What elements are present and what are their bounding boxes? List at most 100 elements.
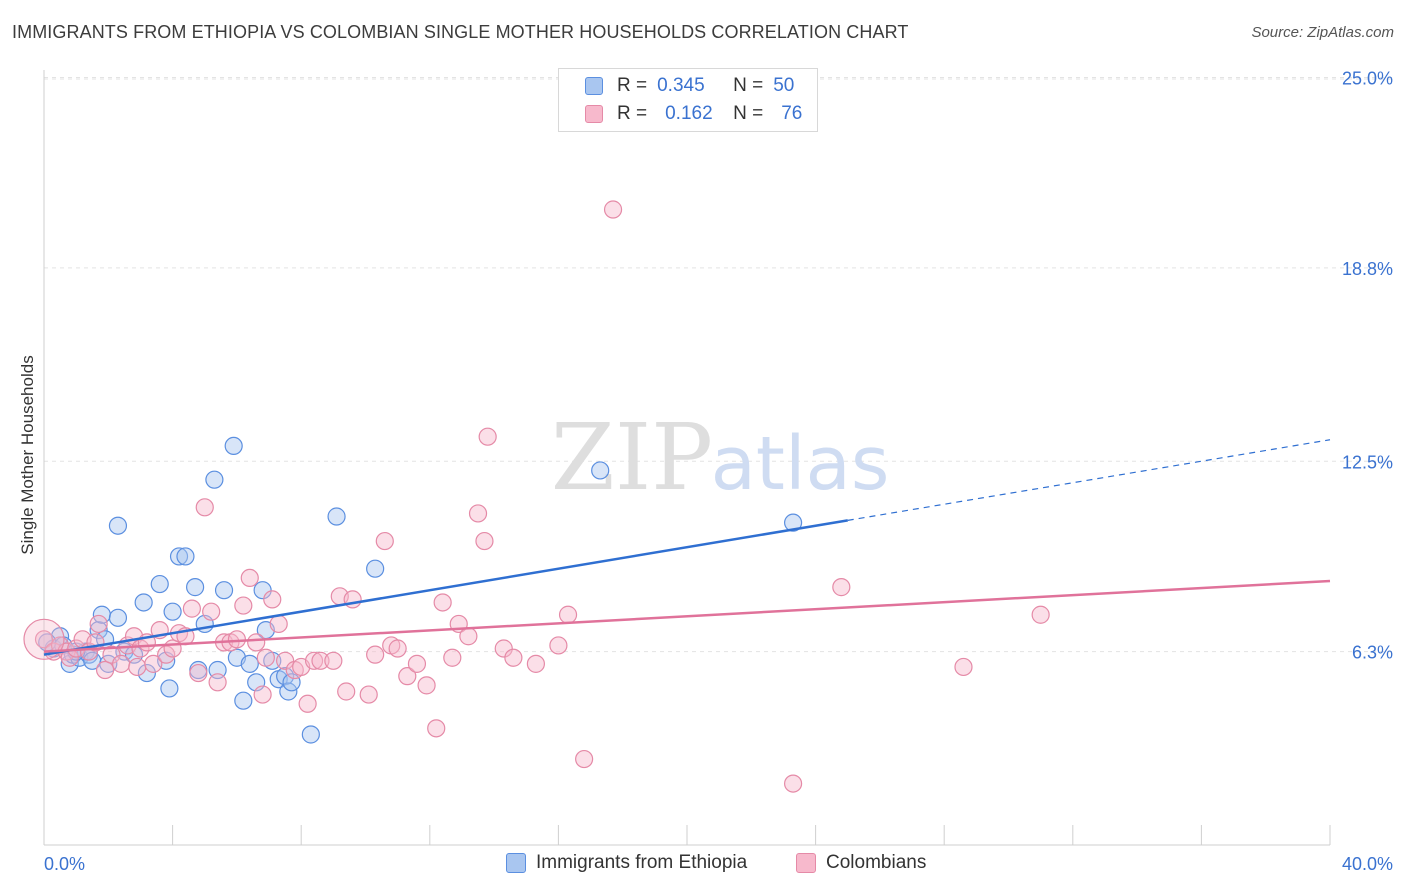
data-point-colombians [256,648,275,667]
data-point-colombians [227,630,246,649]
legend-swatch-blue [506,853,526,873]
data-point-colombians [34,630,54,649]
data-point-colombians [324,651,343,670]
data-point-colombians [276,651,295,670]
data-point-colombians [253,685,272,704]
legend-n-value: 50 [773,75,795,96]
data-point-colombians [1031,605,1050,624]
data-point-colombians [163,639,182,658]
data-point-colombians [398,667,417,686]
axes [43,70,1331,846]
data-point-ethiopia [327,507,346,526]
legend-n-value: 76 [781,103,803,124]
data-point-colombians [89,614,108,634]
x-tick-label: 0.0% [44,854,85,874]
data-point-colombians [494,639,513,658]
data-point-ethiopia [163,602,182,621]
data-point-ethiopia [205,470,224,489]
data-point-colombians [343,590,362,609]
data-point-colombians [558,605,578,624]
y-tick-label: 6.3% [1352,643,1393,663]
legend-row-ethiopia: R = 0.345 N = 50 [585,74,794,98]
data-point-colombians [298,694,317,713]
data-point-ethiopia [240,654,259,673]
tick-labels: 6.3% 12.5% 18.8% 25.0% 0.0% 40.0% [44,69,1393,875]
data-point-colombians [23,618,65,660]
data-point-colombians [443,648,462,667]
legend-label-ethiopia: Immigrants from Ethiopia [536,852,748,873]
legend-r-value: 0.345 [657,75,705,96]
grid-lines [44,77,1395,653]
data-point-colombians [269,614,288,634]
trendline-colombians [43,579,1331,653]
legend-item-ethiopia[interactable]: Immigrants from Ethiopia [506,852,747,874]
data-point-colombians [208,673,227,692]
data-point-colombians [783,774,803,793]
data-point-colombians [954,657,973,677]
data-point-colombians [102,645,121,664]
watermark-atlas: atlas [711,421,890,507]
legend-item-colombians[interactable]: Colombians [796,852,926,874]
series-legend: Immigrants from Ethiopia Colombians [0,852,1406,878]
data-point-colombians [427,719,446,738]
data-point-colombians [95,660,115,680]
y-tick-label: 12.5% [1342,452,1393,472]
data-point-colombians [189,663,208,683]
correlation-legend: R = 0.345 N = 50 R = 0.162 N = 76 [558,68,818,132]
legend-n-label: N = [733,103,764,124]
data-point-ethiopia [301,725,320,744]
data-point-colombians [407,654,427,673]
data-point-colombians [375,531,394,551]
data-point-ethiopia [366,559,385,578]
legend-row-colombians: R = 0.162 N = 76 [585,102,802,126]
data-point-colombians [202,602,221,621]
legend-r-value: 0.162 [665,103,713,124]
data-point-colombians [128,657,147,677]
data-point-colombians [234,596,253,615]
legend-swatch-pink [585,105,603,123]
data-point-colombians [366,645,385,664]
watermark-zip: ZIP [551,404,713,511]
data-point-colombians [526,654,545,673]
data-point-ethiopia [108,516,128,535]
data-point-colombians [388,639,407,658]
data-point-ethiopia [783,513,803,532]
data-point-colombians [433,593,452,612]
chart-title: IMMIGRANTS FROM ETHIOPIA VS COLOMBIAN SI… [12,22,909,42]
data-point-colombians [504,648,523,667]
data-point-colombians [263,590,282,609]
data-point-ethiopia [108,608,128,627]
zipatlas-watermark: ZIP atlas [551,404,890,511]
legend-n-label: N = [733,75,764,96]
data-point-colombians [112,654,131,673]
legend-r-label: R = [617,103,648,124]
data-point-colombians [240,568,259,588]
source-label: Source: ZipAtlas.com [1251,24,1394,41]
data-point-colombians [549,636,568,655]
data-point-colombians [575,749,594,769]
data-point-ethiopia [591,461,610,480]
trendline-ethiopia-projection [847,439,1331,521]
x-tick-label: 40.0% [1342,854,1393,874]
data-point-colombians [304,651,324,670]
data-point-ethiopia [134,593,153,612]
data-point-colombians [195,498,214,517]
data-point-colombians [468,504,488,523]
trendline-ethiopia [43,519,848,656]
legend-swatch-pink [796,853,816,873]
data-point-colombians [182,599,201,618]
data-point-colombians [337,682,356,701]
data-point-colombians [832,578,851,597]
data-point-ethiopia [214,581,234,600]
data-point-colombians [478,427,497,446]
data-point-ethiopia [137,663,156,683]
data-point-colombians [144,654,163,673]
data-point-colombians [359,685,378,704]
data-point-colombians [311,651,330,670]
data-point-ethiopia [186,578,205,597]
y-tick-label: 18.8% [1342,259,1393,279]
data-point-colombians [459,627,478,646]
data-point-colombians [247,633,266,652]
legend-label-colombians: Colombians [826,852,927,873]
